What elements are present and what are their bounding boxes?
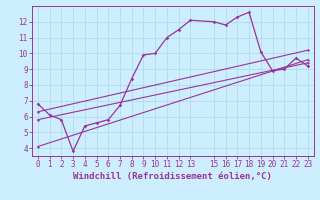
- X-axis label: Windchill (Refroidissement éolien,°C): Windchill (Refroidissement éolien,°C): [73, 172, 272, 181]
